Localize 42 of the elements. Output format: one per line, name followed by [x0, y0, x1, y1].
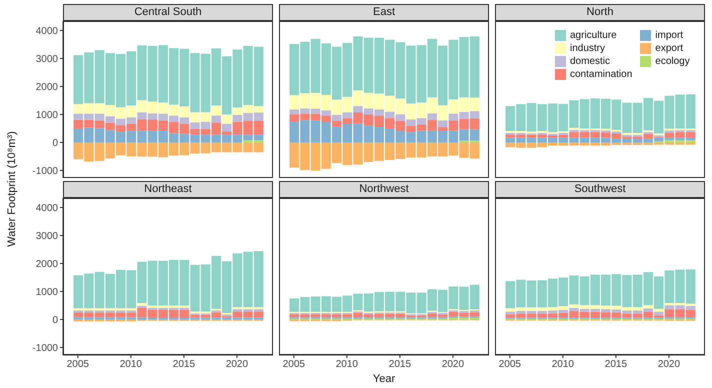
x-tick-label: 2020: [442, 359, 464, 370]
bar: [438, 120, 448, 128]
y-tick-label: 0: [52, 138, 58, 150]
y-tick-label: 1000: [36, 287, 58, 298]
legend-label: export: [655, 43, 684, 54]
x-tick-label: 2010: [120, 359, 142, 370]
y-tick-label: 2000: [36, 259, 58, 270]
chart-title: Northwest: [279, 181, 489, 198]
y-tick-label: 3000: [36, 54, 58, 66]
legend-label: domestic: [570, 56, 610, 67]
chart-title: Central South: [63, 4, 273, 21]
x-tick-label: 2015: [172, 359, 196, 370]
x-tick-label: 2020: [658, 359, 680, 370]
y-tick-label: 4000: [36, 26, 58, 38]
legend-label: agriculture: [570, 30, 617, 41]
legend-label: contamination: [570, 69, 632, 80]
x-tick-label: 2015: [604, 359, 628, 370]
chart-title: North: [495, 4, 705, 21]
x-tick-label: 2005: [282, 359, 306, 370]
y-axis-title: Water Footprint (10⁸m³): [6, 130, 18, 249]
chart-title: East: [279, 4, 489, 21]
x-axis-title: Year: [372, 373, 396, 385]
y-tick-label: 4000: [36, 203, 58, 214]
y-tick-label: -1000: [32, 342, 58, 354]
x-tick-label: 2020: [226, 359, 248, 370]
y-tick-label: 2000: [36, 82, 58, 94]
x-tick-label: 2005: [66, 359, 90, 370]
x-tick-label: 2015: [388, 359, 412, 370]
x-tick-label: 2010: [552, 359, 574, 370]
legend-label: import: [655, 30, 684, 41]
y-tick-label: 0: [52, 315, 58, 326]
y-tick-label: -1000: [32, 166, 58, 177]
y-tick-label: 1000: [36, 110, 58, 122]
chart-title: Northeast: [63, 181, 273, 198]
legend-label: ecology: [655, 56, 690, 67]
bar: [222, 124, 232, 132]
chart-title: Southwest: [495, 181, 705, 198]
x-tick-label: 2005: [498, 359, 522, 370]
y-tick-label: 3000: [36, 231, 58, 242]
legend-label: industry: [570, 43, 606, 54]
x-tick-label: 2010: [336, 359, 358, 370]
bar: [654, 312, 664, 316]
